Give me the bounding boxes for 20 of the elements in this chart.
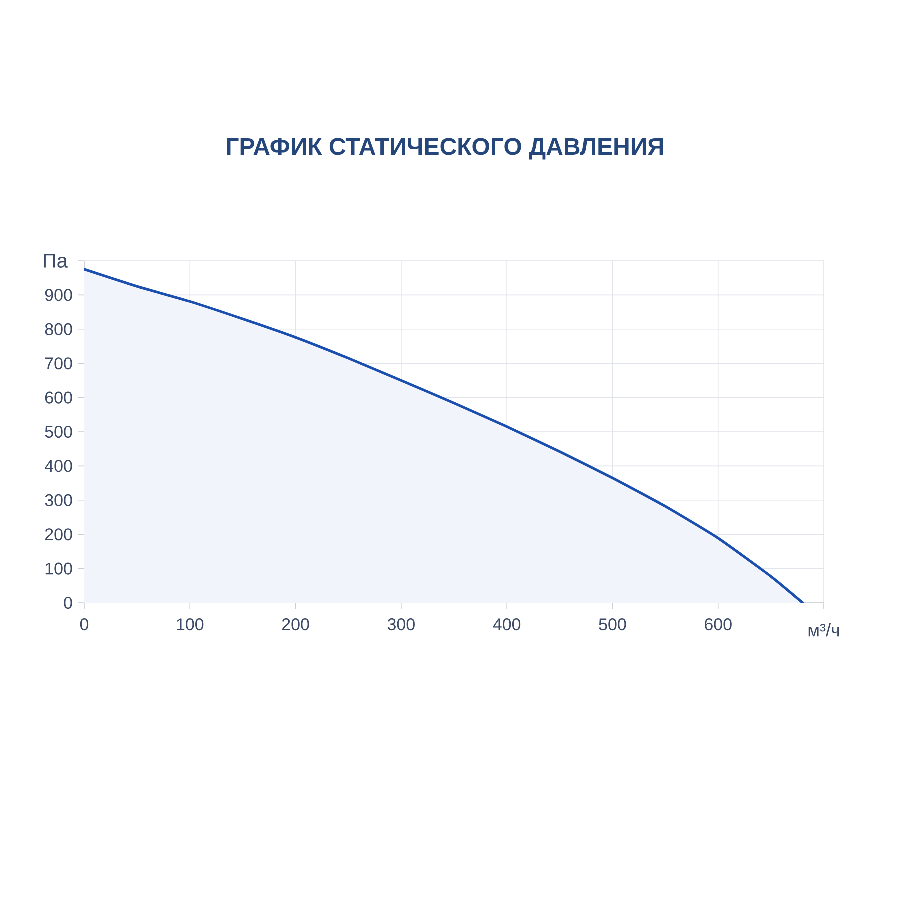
- chart-title: ГРАФИК СТАТИЧЕСКОГО ДАВЛЕНИЯ: [227, 138, 664, 160]
- y-tick-label: 400: [44, 460, 72, 472]
- y-tick-label: 800: [45, 323, 72, 336]
- y-tick-label: 500: [45, 426, 72, 438]
- x-tick-label: 500: [599, 618, 626, 631]
- y-tick-label: 100: [46, 562, 72, 575]
- y-tick-label: 300: [45, 494, 72, 506]
- x-tick-label: 600: [705, 618, 732, 631]
- x-tick-label: 300: [388, 618, 415, 631]
- y-tick-label: 700: [45, 358, 72, 370]
- y-tick-label: 600: [45, 392, 72, 404]
- x-tick-label: 100: [177, 618, 204, 631]
- x-tick-label: 400: [493, 618, 521, 631]
- y-axis-title: Па: [44, 254, 68, 268]
- y-tick-label: 200: [45, 528, 72, 541]
- x-tick-label: 0: [80, 618, 89, 631]
- x-axis-title: м³/ч: [808, 624, 840, 637]
- y-tick-label: 0: [64, 596, 72, 610]
- x-tick-label: 200: [282, 618, 310, 631]
- y-tick-label: 900: [45, 289, 72, 302]
